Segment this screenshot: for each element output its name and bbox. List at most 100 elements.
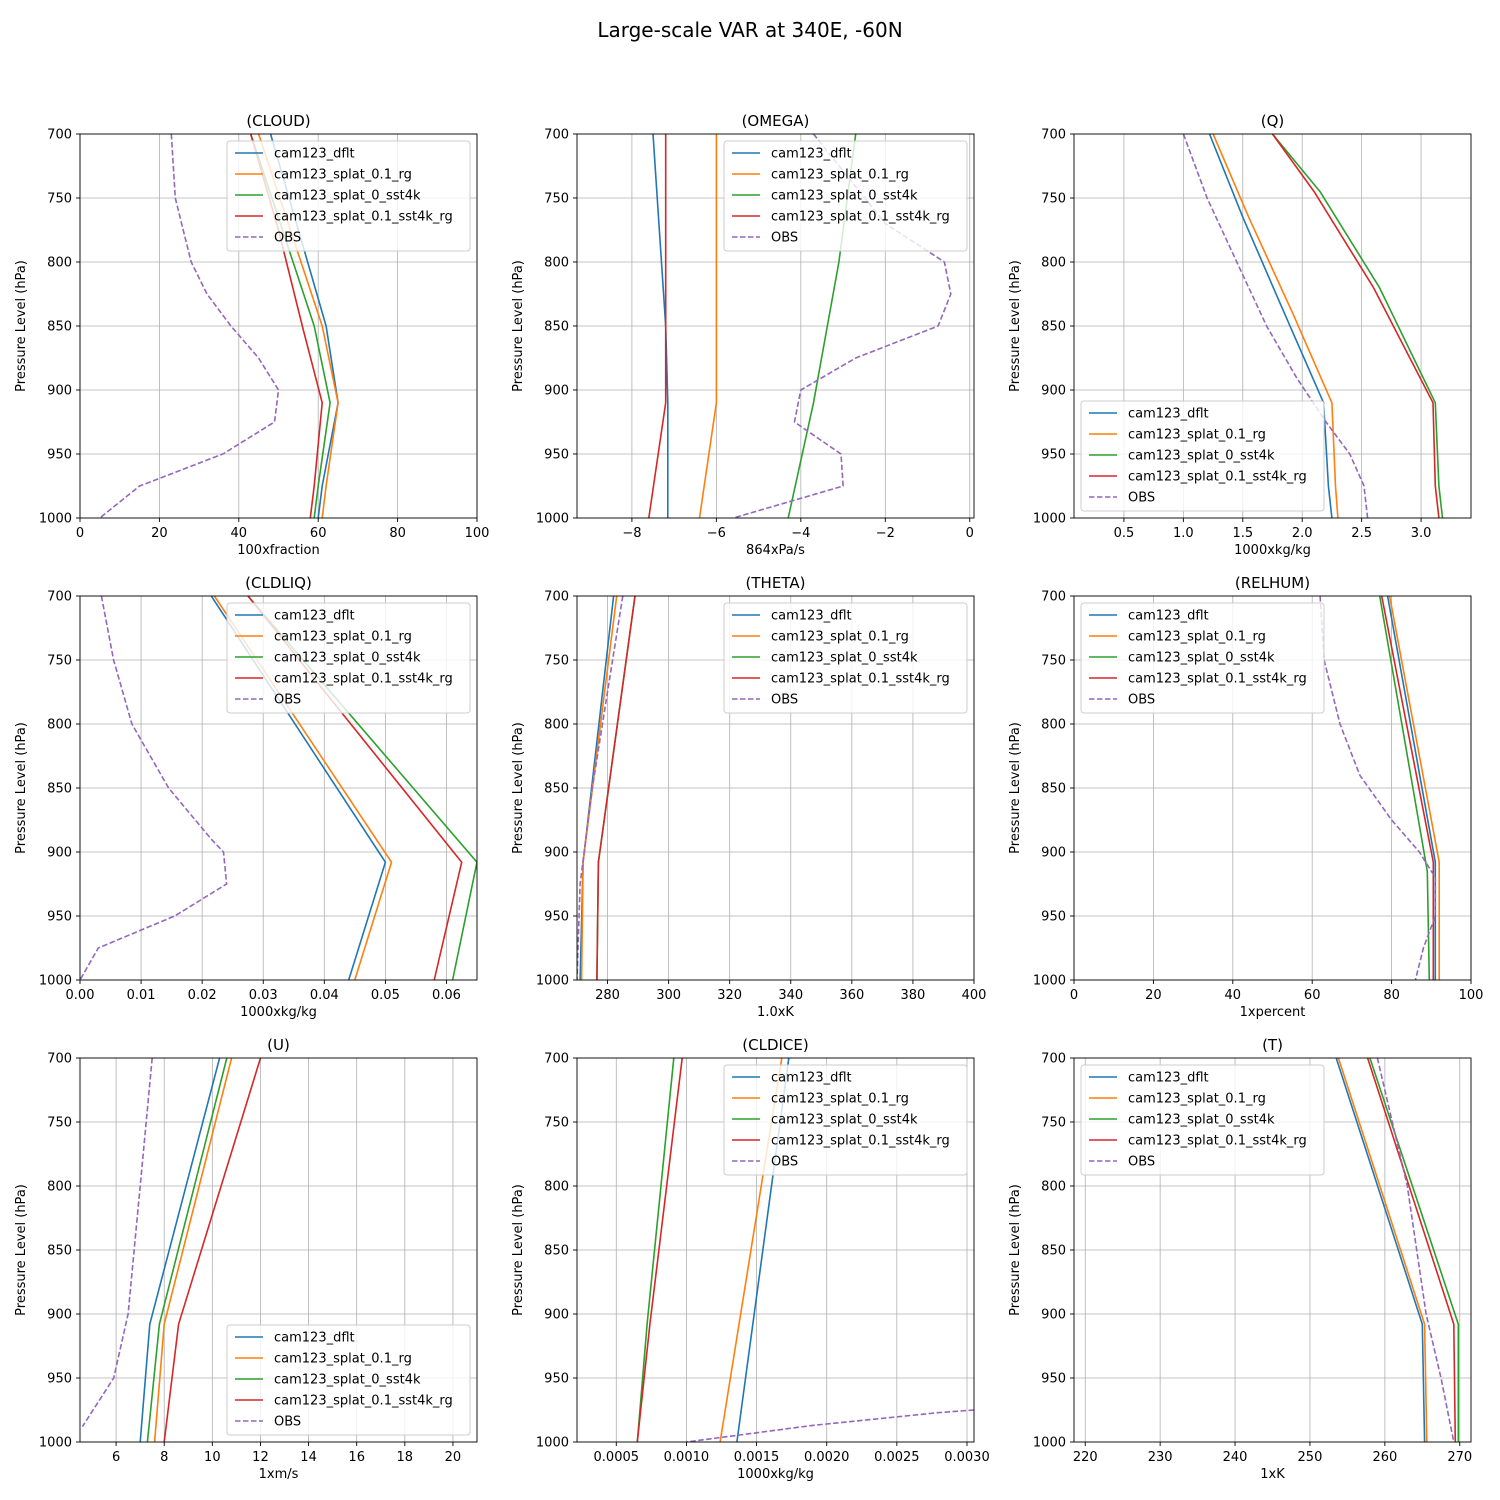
y-axis-label: Pressure Level (hPa)	[14, 1184, 29, 1316]
legend-box	[723, 602, 968, 714]
x-tick-label: 1.5	[1232, 526, 1253, 541]
chart-title: (RELHUM)	[1235, 574, 1310, 592]
legend-label: OBS	[1128, 491, 1155, 506]
figure-title: Large-scale VAR at 340E, -60N	[597, 18, 902, 42]
x-axis-label: 1000xkg/kg	[1234, 543, 1311, 558]
y-tick-label: 850	[1041, 320, 1066, 335]
series-line-OBS	[686, 1409, 974, 1442]
y-tick-label: 800	[47, 1180, 72, 1195]
y-tick-label: 1000	[1033, 1436, 1066, 1451]
x-tick-label: 2.5	[1351, 526, 1372, 541]
y-tick-label: 950	[47, 1372, 72, 1387]
x-tick-label: 250	[1298, 1450, 1323, 1465]
x-tick-label: 230	[1148, 1450, 1173, 1465]
x-axis-label: 1.0xK	[757, 1005, 794, 1020]
x-axis-label: 1000xkg/kg	[737, 1467, 814, 1482]
x-tick-label: 80	[389, 526, 406, 541]
series-group	[1335, 1058, 1460, 1442]
legend-label: OBS	[771, 693, 798, 708]
series-line-cam123_splat_0.1_rg	[698, 134, 718, 518]
legend-label: cam123_splat_0.1_rg	[274, 630, 412, 645]
x-tick-label: 280	[595, 988, 620, 1003]
chart-title: (THETA)	[746, 574, 806, 592]
legend-label: cam123_splat_0_sst4k	[274, 651, 421, 666]
y-tick-label: 800	[47, 718, 72, 733]
x-tick-label: 12	[252, 1450, 269, 1465]
x-tick-label: 300	[656, 988, 681, 1003]
y-axis-label: Pressure Level (hPa)	[511, 260, 526, 392]
x-tick-label: 340	[778, 988, 803, 1003]
x-tick-label: 0.04	[310, 988, 339, 1003]
y-tick-label: 750	[47, 654, 72, 669]
y-tick-label: 750	[47, 1116, 72, 1131]
chart-panel-8: 0.0005 0.0010 0.0015 0.0020 0.0025 0.0030 700 7…	[511, 1036, 990, 1482]
x-tick-label: 100	[1459, 988, 1484, 1003]
legend-label: cam123_splat_0.1_rg	[1128, 1092, 1266, 1107]
x-tick-label: 60	[1304, 988, 1321, 1003]
series-line-OBS	[81, 1058, 153, 1428]
y-axis-label: Pressure Level (hPa)	[14, 722, 29, 854]
y-tick-label: 850	[47, 1244, 72, 1259]
y-tick-label: 750	[1041, 654, 1066, 669]
legend-box	[723, 1064, 968, 1176]
x-tick-label: −8	[622, 526, 641, 541]
chart-panel-2: −8 −6 −4 −2 0 700 750 800 850 900 950 1000 (OMEGA) 86…	[511, 112, 975, 558]
x-tick-label: 8	[160, 1450, 168, 1465]
chart-panel-6: 0 20 40 60 80 100 700 750 800 850 900 950 1000 (RELHU…	[1008, 574, 1483, 1020]
chart-title: (CLOUD)	[246, 112, 310, 130]
y-tick-label: 800	[1041, 718, 1066, 733]
legend-box	[226, 1324, 471, 1436]
legend-label: cam123_splat_0.1_sst4k_rg	[274, 210, 453, 225]
y-tick-label: 700	[544, 590, 569, 605]
legend: cam123_dflt cam123_splat_0.1_rg cam123_spl…	[1080, 602, 1325, 714]
series-line-cam123_splat_0.1_rg	[1337, 1058, 1428, 1442]
y-tick-label: 800	[1041, 256, 1066, 271]
y-tick-label: 1000	[1033, 512, 1066, 527]
x-tick-label: 16	[348, 1450, 365, 1465]
legend-label: cam123_dflt	[274, 1331, 355, 1346]
legend-box	[1080, 602, 1325, 714]
y-tick-label: 900	[544, 384, 569, 399]
x-tick-label: 0.0020	[804, 1450, 850, 1465]
y-tick-label: 850	[1041, 1244, 1066, 1259]
x-tick-label: 0.02	[188, 988, 217, 1003]
x-tick-label: 18	[397, 1450, 414, 1465]
series-group	[81, 1058, 262, 1442]
y-tick-label: 750	[544, 1116, 569, 1131]
x-tick-label: 0.00	[66, 988, 95, 1003]
chart-panel-4: 0.00 0.01 0.02 0.03 0.04 0.05 0.06 700 750 800 850…	[14, 574, 478, 1020]
x-axis-label: 1xK	[1260, 1467, 1285, 1482]
chart-panel-5: 280 300 320 340 360 380 400 700 750 800 850 900 950 1…	[511, 574, 986, 1020]
series-line-cam123_splat_0.1_rg	[1212, 134, 1339, 518]
x-tick-label: 40	[1225, 988, 1242, 1003]
y-tick-label: 700	[544, 1052, 569, 1067]
series-line-cam123_splat_0.1_sst4k_rg	[596, 596, 636, 980]
series-line-cam123_splat_0_sst4k	[1369, 1058, 1460, 1442]
legend: cam123_dflt cam123_splat_0.1_rg cam123_spl…	[226, 602, 471, 714]
x-axis-label: 1xpercent	[1240, 1005, 1306, 1020]
legend: cam123_dflt cam123_splat_0.1_rg cam123_spl…	[226, 1324, 471, 1436]
legend-label: cam123_splat_0_sst4k	[771, 189, 918, 204]
series-group	[1182, 134, 1444, 518]
legend: cam123_dflt cam123_splat_0.1_rg cam123_spl…	[723, 602, 968, 714]
x-tick-label: 100	[465, 526, 490, 541]
y-tick-label: 850	[1041, 782, 1066, 797]
legend-label: cam123_splat_0.1_sst4k_rg	[1128, 1134, 1307, 1149]
y-tick-label: 850	[544, 782, 569, 797]
series-line-OBS	[577, 596, 624, 980]
y-tick-label: 800	[544, 256, 569, 271]
x-tick-label: 0	[966, 526, 974, 541]
x-tick-label: 0.01	[127, 988, 156, 1003]
y-tick-label: 900	[47, 384, 72, 399]
x-tick-label: 20	[1145, 988, 1162, 1003]
legend-label: cam123_splat_0.1_rg	[771, 1092, 909, 1107]
legend-label: cam123_dflt	[771, 609, 852, 624]
y-tick-label: 900	[1041, 1308, 1066, 1323]
legend-label: cam123_dflt	[274, 609, 355, 624]
x-tick-label: 10	[204, 1450, 221, 1465]
y-tick-label: 950	[47, 448, 72, 463]
series-line-OBS	[80, 596, 228, 980]
y-tick-label: 800	[544, 1180, 569, 1195]
y-axis-label: Pressure Level (hPa)	[511, 722, 526, 854]
y-axis-label: Pressure Level (hPa)	[14, 260, 29, 392]
